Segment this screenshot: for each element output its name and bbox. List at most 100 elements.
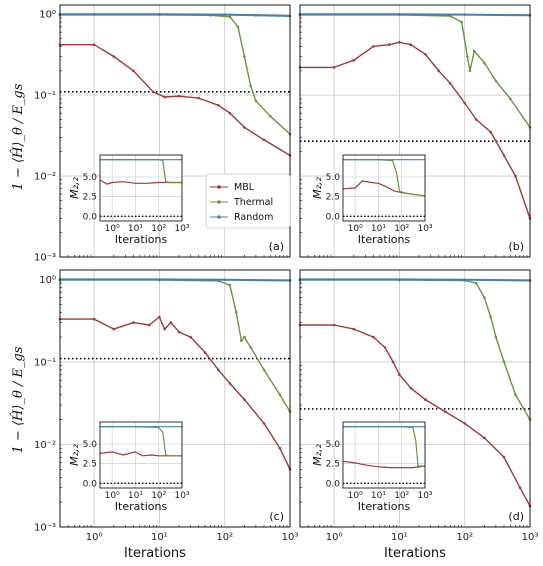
data-point-thermal xyxy=(228,283,232,287)
panel-a: 10⁻³ 10⁻² 10⁻¹ 10⁰ (a) 0.0 2.5 5.0 10⁰ 10¹ 10² 10³ I… xyxy=(34,4,292,264)
y-tick-label: 10⁰ xyxy=(39,275,56,286)
data-point-thermal xyxy=(236,25,240,29)
series-line-mbl xyxy=(300,41,531,219)
data-point-thermal xyxy=(494,335,498,339)
legend-label-random: Random xyxy=(234,212,273,223)
data-point-mbl xyxy=(197,96,200,100)
inset-background xyxy=(343,155,425,221)
data-point-mbl xyxy=(398,41,401,44)
y-axis-label-bottom: 1 − ⟨Ĥ⟩_θ / E_gs xyxy=(10,346,26,453)
data-point-thermal xyxy=(473,49,476,53)
inset-y-tick-label: 0.0 xyxy=(83,212,98,222)
data-point-thermal xyxy=(234,310,238,314)
inset: 0.0 2.5 5.0 10⁰ 10¹ 10² 10³ Iterations M₂,₂ xyxy=(68,421,190,513)
data-point-thermal xyxy=(502,360,506,364)
y-tick-label: 10⁻² xyxy=(34,440,56,451)
data-point-thermal xyxy=(249,346,252,349)
data-point-thermal xyxy=(278,393,282,397)
legend-marker-thermal xyxy=(217,200,221,204)
panel-label: (a) xyxy=(269,240,284,253)
data-point-thermal xyxy=(243,55,246,58)
y-tick-label: 10⁻¹ xyxy=(34,357,56,368)
data-point-mbl xyxy=(489,130,493,134)
data-point-mbl xyxy=(398,373,401,377)
data-point-mbl xyxy=(448,82,452,85)
x-tick-label: 10³ xyxy=(282,532,299,543)
inset-y-tick-label: 5.0 xyxy=(326,173,341,183)
data-point-thermal xyxy=(494,79,498,83)
panel-label: (c) xyxy=(269,510,284,523)
inset-x-tick-label: 10² xyxy=(151,224,166,234)
legend: MBL Thermal Random xyxy=(205,173,291,229)
data-point-mbl xyxy=(483,436,486,440)
data-point-thermal xyxy=(269,114,272,118)
data-point-random xyxy=(254,14,258,17)
inset: 0.0 2.5 5.0 10⁰ 10¹ 10² 10³ Iterations M₂,₂ xyxy=(311,421,433,513)
data-point-mbl xyxy=(92,317,96,321)
plot-frame xyxy=(59,4,291,258)
inset-background xyxy=(100,155,182,221)
data-point-thermal xyxy=(483,61,486,65)
inset-series-line-mbl xyxy=(99,179,182,185)
inset-y-tick-label: 5.0 xyxy=(83,173,98,183)
inset-background xyxy=(343,422,425,488)
y-tick-label: 10⁻¹ xyxy=(34,91,56,102)
y-tick-label: 10⁻³ xyxy=(34,523,56,534)
inset-x-label: Iterations xyxy=(358,500,411,513)
inset-y-tick-label: 5.0 xyxy=(326,440,341,450)
data-point-mbl xyxy=(463,101,467,105)
inset-x-tick-label: 10³ xyxy=(417,224,432,234)
inset-x-tick-label: 10¹ xyxy=(128,491,143,501)
inset-x-tick-label: 10³ xyxy=(174,224,189,234)
data-point-mbl xyxy=(262,422,266,425)
data-point-mbl xyxy=(151,90,155,94)
x-tick-label: 10⁰ xyxy=(86,532,103,543)
data-point-mbl xyxy=(463,422,467,425)
legend-marker-mbl xyxy=(217,185,221,189)
series-line-random xyxy=(300,13,531,17)
panel-d: 10⁰ 10¹ 10² 10³ (d) 0.0 2.5 5.0 10⁰ 10¹ 10² 10³ Iter… xyxy=(298,269,538,543)
data-point-thermal xyxy=(249,84,252,88)
data-point-mbl xyxy=(228,111,232,115)
data-point-mbl xyxy=(391,360,395,364)
data-point-thermal xyxy=(240,339,243,343)
panel-label: (d) xyxy=(508,510,524,523)
data-point-random xyxy=(223,13,226,16)
inset-x-tick-label: 10⁰ xyxy=(348,491,363,501)
inset-x-label: Iterations xyxy=(115,500,168,513)
data-point-mbl xyxy=(217,104,220,107)
legend-marker-random xyxy=(217,215,221,219)
data-point-thermal xyxy=(509,97,512,101)
inset-y-label: M₂,₂ xyxy=(311,177,324,199)
panel-label: (b) xyxy=(508,240,524,253)
y-tick-label: 10⁻² xyxy=(34,172,56,183)
data-point-mbl xyxy=(388,43,391,46)
data-point-mbl xyxy=(163,327,166,331)
panel-c: 10⁻³ 10⁻² 10⁻¹ 10⁰ 10⁰ 10¹ 10² 10³ (c) 0.0 2.5 5.0 1… xyxy=(34,269,299,543)
data-point-mbl xyxy=(148,323,151,327)
inset-y-label: M₂,₂ xyxy=(68,177,81,199)
x-tick-label: 10¹ xyxy=(151,532,168,543)
data-point-mbl xyxy=(92,43,96,46)
data-point-mbl xyxy=(228,382,232,385)
data-point-mbl xyxy=(352,327,356,331)
inset-y-tick-label: 5.0 xyxy=(83,440,98,450)
x-tick-label: 10⁰ xyxy=(326,532,343,543)
inset-y-tick-label: 0.0 xyxy=(326,479,341,489)
data-point-random xyxy=(158,278,161,281)
data-point-random xyxy=(223,278,226,282)
series-line-random xyxy=(60,13,291,17)
inset-x-tick-label: 10⁰ xyxy=(105,491,120,501)
data-point-mbl xyxy=(424,398,427,401)
inset-frame xyxy=(99,421,183,489)
inset-series-line-mbl xyxy=(99,451,182,457)
data-point-random xyxy=(463,278,467,282)
data-point-mbl xyxy=(352,58,356,62)
data-point-mbl xyxy=(502,154,506,157)
inset-y-tick-label: 0.0 xyxy=(83,479,98,489)
data-point-mbl xyxy=(502,456,506,459)
plot-frame xyxy=(59,269,291,528)
data-point-mbl xyxy=(169,321,173,324)
inset-y-tick-label: 2.5 xyxy=(326,460,340,470)
data-point-thermal xyxy=(466,55,469,58)
